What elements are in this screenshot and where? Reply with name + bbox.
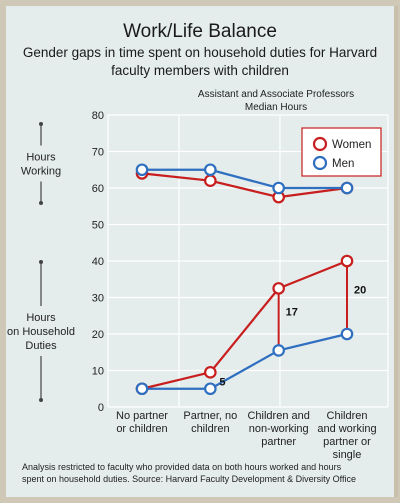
y-tick-label: 50 — [92, 220, 104, 232]
footnote-line: spent on household duties. Source: Harva… — [22, 474, 356, 484]
series-line-women-household — [141, 259, 348, 390]
data-point-women-household — [204, 366, 217, 379]
chart-subtitle-line: Gender gaps in time spent on household d… — [23, 45, 377, 60]
y-tick-label: 20 — [92, 329, 104, 341]
data-point-women-working — [204, 174, 217, 187]
gap-label: 20 — [354, 285, 366, 297]
y-tick-label: 80 — [92, 110, 104, 122]
footnote-line: Analysis restricted to faculty who provi… — [22, 462, 342, 472]
series-line-men-household — [142, 332, 348, 390]
x-category-label: or children — [116, 423, 167, 435]
series-line-men-working — [142, 168, 347, 190]
panel-title-line: Assistant and Associate Professors — [198, 89, 354, 100]
data-point-men-household — [204, 382, 217, 396]
legend-label: Men — [332, 158, 354, 170]
row-label-hours-working-line: Working — [21, 166, 61, 178]
series-line-women-working — [141, 172, 348, 199]
x-category-label: Children — [327, 410, 368, 422]
row-label-hours-working-line: Hours — [26, 152, 56, 164]
data-point-men-working — [340, 181, 354, 195]
y-tick-label: 0 — [98, 402, 104, 414]
chart-title: Work/Life Balance — [123, 21, 277, 42]
data-point-men-working — [135, 163, 149, 177]
row-label-household-bracket-cap — [39, 260, 43, 264]
gap-label: 5 — [219, 376, 225, 388]
y-tick-label: 40 — [92, 256, 104, 268]
y-tick-label: 70 — [92, 147, 104, 159]
panel-title-line: Median Hours — [245, 102, 307, 113]
data-point-men-working — [272, 181, 285, 195]
legend-marker — [312, 155, 328, 171]
gap-label: 17 — [286, 306, 298, 318]
legend-label: Women — [332, 139, 371, 151]
row-label-household-line: Hours — [26, 312, 56, 324]
x-category-label: and working — [317, 423, 376, 435]
x-category-label: partner or — [323, 436, 371, 448]
row-label-household-bracket-cap — [39, 398, 43, 402]
x-category-label: No partner — [116, 410, 168, 422]
row-label-hours-working-bracket-cap — [39, 122, 43, 126]
data-point-women-household — [272, 282, 285, 295]
data-point-men-working — [204, 163, 217, 177]
y-tick-label: 60 — [92, 183, 104, 195]
row-label-hours-working-bracket-cap — [39, 201, 43, 205]
y-tick-label: 10 — [92, 366, 104, 378]
x-category-label: Partner, no — [183, 410, 237, 422]
legend-marker — [312, 136, 328, 152]
chart-subtitle-line: faculty members with children — [111, 63, 289, 78]
x-category-label: partner — [261, 436, 296, 448]
data-point-men-household — [340, 327, 354, 341]
data-point-men-household — [272, 344, 285, 357]
x-category-label: non-working — [249, 423, 309, 435]
data-point-men-household — [135, 382, 149, 396]
x-category-label: single — [333, 449, 362, 461]
row-label-household-line: Duties — [25, 340, 57, 352]
y-tick-label: 30 — [92, 293, 104, 305]
row-label-household-line: on Household — [7, 326, 75, 338]
x-category-label: Children and — [247, 410, 309, 422]
x-category-label: children — [191, 423, 230, 435]
data-point-women-household — [340, 254, 354, 268]
chart-panel — [6, 6, 398, 497]
